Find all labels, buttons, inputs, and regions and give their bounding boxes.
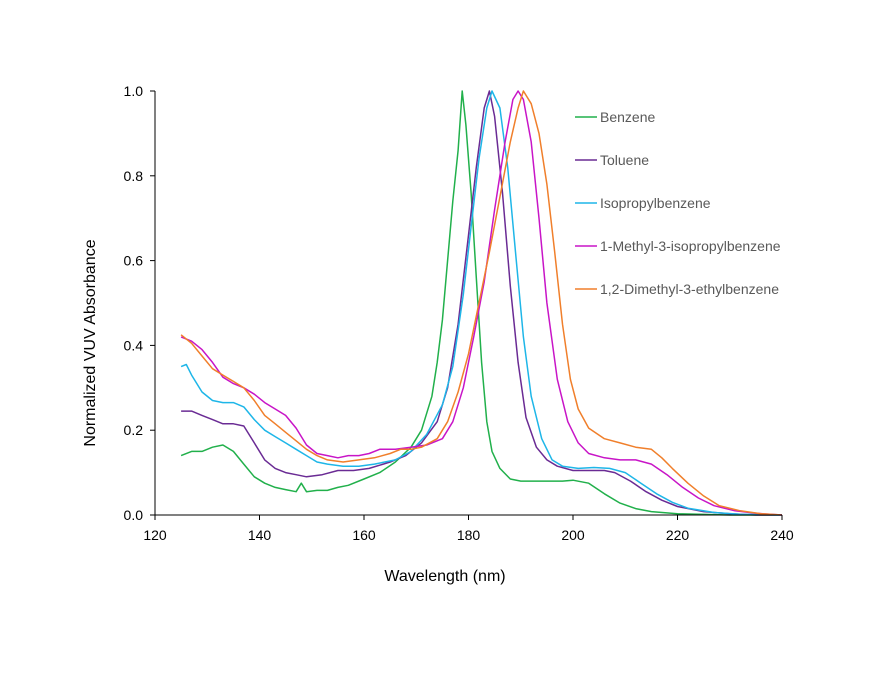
series-line-3 <box>180 90 783 516</box>
series-line-2 <box>181 90 782 516</box>
y-tick-label: 0.0 <box>124 507 144 523</box>
x-tick-label: 220 <box>666 527 690 543</box>
y-tick-label: 0.2 <box>124 422 144 438</box>
series-line-4 <box>180 90 783 516</box>
x-tick-label: 140 <box>248 527 272 543</box>
y-tick-label: 1.0 <box>124 83 144 99</box>
axes: 120 140 160 180 200 220 240 0.0 0.2 0.4 0.6 0.8 1.0 <box>124 83 794 543</box>
legend: Benzene Toluene Isopropylbenzene 1-Methyl-3… <box>575 109 781 297</box>
legend-label: Isopropylbenzene <box>600 195 711 211</box>
x-axis-title: Wavelength (nm) <box>384 568 505 585</box>
x-tick-label: 240 <box>770 527 794 543</box>
x-tick-label: 200 <box>561 527 585 543</box>
y-tick-label: 0.4 <box>124 337 144 353</box>
legend-label: Toluene <box>600 152 649 168</box>
x-tick-label: 120 <box>143 527 167 543</box>
y-tick-label: 0.8 <box>124 168 144 184</box>
y-tick-label: 0.6 <box>124 253 144 269</box>
x-tick-label: 180 <box>457 527 481 543</box>
plot-area <box>180 90 783 516</box>
series-line-5 <box>180 90 783 516</box>
legend-label: 1,2-Dimethyl-3-ethylbenzene <box>600 281 779 297</box>
legend-label: 1-Methyl-3-isopropylbenzene <box>600 238 781 254</box>
series-line-1 <box>180 90 782 516</box>
legend-label: Benzene <box>600 109 655 125</box>
x-tick-label: 160 <box>352 527 376 543</box>
y-axis-title: Normalized VUV Absorbance <box>82 239 99 446</box>
